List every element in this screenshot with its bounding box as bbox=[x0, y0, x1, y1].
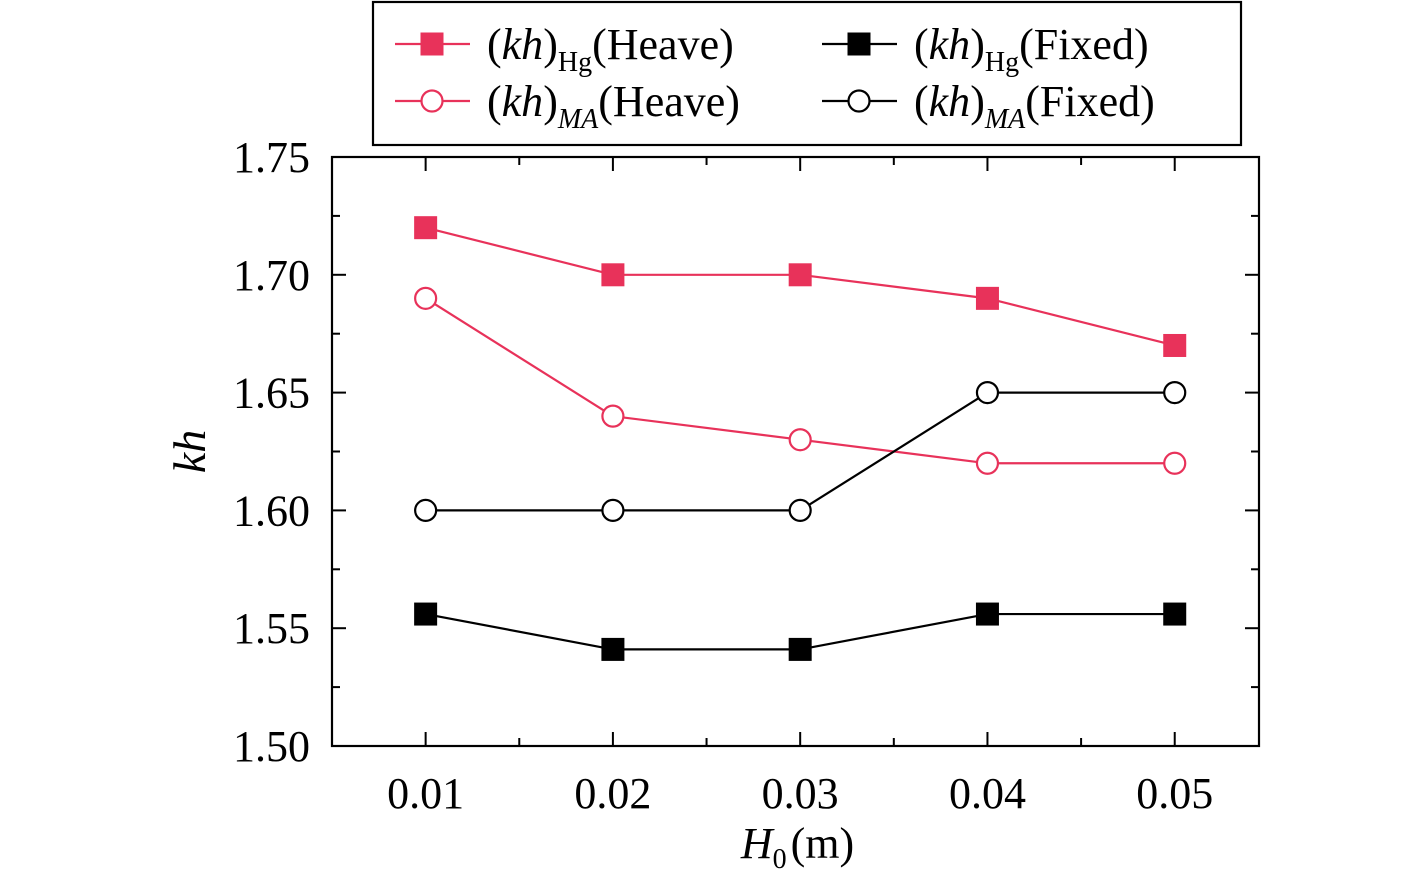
x-tick-label: 0.01 bbox=[387, 769, 464, 818]
y-axis-title: kh bbox=[164, 430, 215, 473]
legend-item-2: (kh)MA(Heave) bbox=[395, 77, 740, 135]
series-0 bbox=[425, 226, 1175, 347]
series-2-markers bbox=[414, 286, 1187, 475]
y-tick-label: 1.65 bbox=[233, 369, 310, 418]
legend: (kh)Hg(Heave) (kh)Hg(Fixed) (kh)MA(Heave) (… bbox=[371, 0, 1243, 147]
series-0-markers bbox=[414, 216, 1187, 357]
x-tick-label: 0.04 bbox=[949, 769, 1026, 818]
data-point bbox=[1163, 381, 1187, 405]
series-3 bbox=[425, 391, 1175, 512]
data-point bbox=[788, 428, 812, 452]
x-tick-label: 0.03 bbox=[762, 769, 839, 818]
data-point bbox=[414, 498, 438, 522]
data-point bbox=[788, 498, 812, 522]
data-point bbox=[788, 637, 812, 661]
data-point bbox=[1163, 602, 1187, 626]
legend-marker bbox=[420, 32, 444, 56]
data-point bbox=[1163, 451, 1187, 475]
legend-marker bbox=[847, 89, 871, 113]
y-tick-label: 1.60 bbox=[233, 486, 310, 535]
legend-marker bbox=[420, 89, 444, 113]
legend-item-1: (kh)Hg(Fixed) bbox=[822, 20, 1149, 78]
x-tick-label: 0.05 bbox=[1136, 769, 1213, 818]
legend-label: (kh)Hg(Heave) bbox=[487, 20, 734, 78]
data-point bbox=[601, 404, 625, 428]
data-point bbox=[601, 498, 625, 522]
series-line bbox=[425, 391, 1175, 512]
x-tick-label: 0.02 bbox=[574, 769, 651, 818]
data-point bbox=[788, 263, 812, 287]
data-point bbox=[975, 602, 999, 626]
data-point bbox=[414, 602, 438, 626]
series-1-markers bbox=[414, 602, 1187, 661]
legend-item-3: (kh)MA(Fixed) bbox=[822, 77, 1155, 135]
data-point bbox=[975, 286, 999, 310]
y-tick-label: 1.55 bbox=[233, 604, 310, 653]
data-point bbox=[1163, 333, 1187, 357]
series-line bbox=[425, 226, 1175, 347]
axes: 1.50 1.55 1.60 1.65 1.70 1.75 0.01 0.02 0.03 0.04… bbox=[164, 133, 1261, 875]
legend-box bbox=[371, 0, 1243, 147]
data-point bbox=[975, 451, 1000, 475]
series-3-markers bbox=[414, 381, 1187, 522]
data-point bbox=[414, 286, 438, 310]
data-point bbox=[601, 637, 625, 661]
data-point bbox=[601, 263, 625, 287]
legend-item-0: (kh)Hg(Heave) bbox=[395, 20, 734, 78]
data-point bbox=[975, 381, 1000, 405]
legend-label: (kh)Hg(Fixed) bbox=[914, 20, 1149, 78]
legend-marker bbox=[847, 32, 871, 56]
plot-area bbox=[414, 216, 1187, 661]
legend-label: (kh)MA(Fixed) bbox=[914, 77, 1155, 135]
legend-label: (kh)MA(Heave) bbox=[487, 77, 740, 135]
x-axis-title: H0(m) bbox=[740, 819, 854, 875]
data-point bbox=[414, 216, 438, 240]
y-tick-label: 1.70 bbox=[233, 251, 310, 300]
y-tick-label: 1.75 bbox=[233, 133, 310, 182]
y-tick-label: 1.50 bbox=[233, 722, 310, 771]
